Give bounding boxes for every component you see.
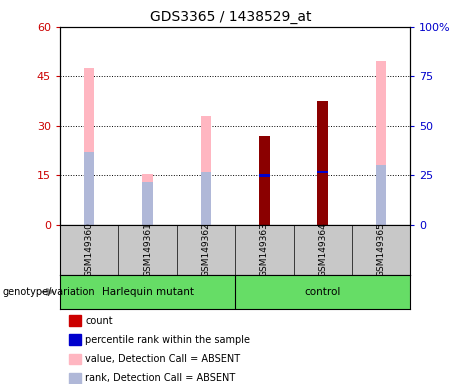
Bar <box>318 170 328 173</box>
Bar <box>142 182 153 225</box>
Bar <box>201 172 211 225</box>
Text: GSM149361: GSM149361 <box>143 222 152 277</box>
Text: genotype/variation: genotype/variation <box>2 287 95 297</box>
Bar <box>259 174 270 177</box>
Text: GSM149362: GSM149362 <box>201 222 210 277</box>
Text: value, Detection Call = ABSENT: value, Detection Call = ABSENT <box>85 354 240 364</box>
Text: GSM149365: GSM149365 <box>377 222 385 277</box>
Text: GSM149360: GSM149360 <box>85 222 94 277</box>
Text: percentile rank within the sample: percentile rank within the sample <box>85 335 250 345</box>
Text: GSM149364: GSM149364 <box>318 222 327 277</box>
Text: rank, Detection Call = ABSENT: rank, Detection Call = ABSENT <box>85 373 236 383</box>
Bar <box>259 136 270 225</box>
Bar <box>376 61 386 225</box>
Bar <box>201 116 211 225</box>
Text: GDS3365 / 1438529_at: GDS3365 / 1438529_at <box>150 10 311 23</box>
Text: control: control <box>305 287 341 297</box>
Text: count: count <box>85 316 113 326</box>
Bar <box>142 174 153 225</box>
Text: GSM149363: GSM149363 <box>260 222 269 277</box>
Bar <box>376 166 386 225</box>
Bar <box>84 68 95 225</box>
Bar <box>318 101 328 225</box>
Text: Harlequin mutant: Harlequin mutant <box>101 287 194 297</box>
Bar <box>84 152 95 225</box>
